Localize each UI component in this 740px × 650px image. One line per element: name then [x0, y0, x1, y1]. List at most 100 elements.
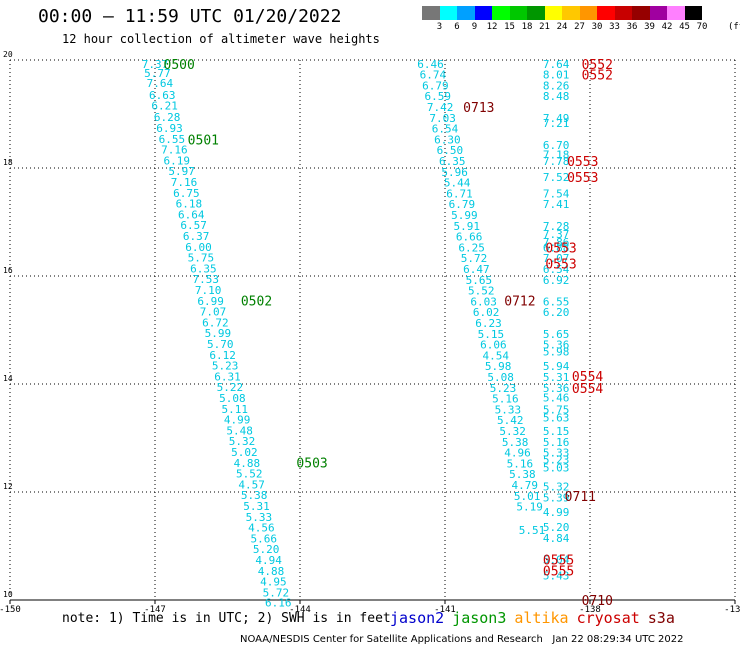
color-scale-label: 12 — [486, 22, 498, 32]
wave-height-label: 4.84 — [543, 532, 570, 545]
wave-height-label: 5.70 — [207, 338, 234, 351]
wave-height-label: 7.49 — [543, 112, 570, 125]
wave-height-label: 6.47 — [463, 263, 490, 276]
note-text: note: 1) Time is in UTC; 2) SWH is in fe… — [62, 611, 391, 626]
color-scale-label: 39 — [644, 22, 655, 32]
y-tick-label: 18 — [3, 158, 13, 167]
wave-height-label: 4.99 — [224, 414, 251, 427]
color-scale-label: 9 — [471, 22, 478, 32]
wave-height-label: 7.64 — [543, 58, 570, 71]
wave-height-label: 5.36 — [543, 339, 570, 352]
wave-height-label: 4.54 — [483, 349, 510, 362]
color-scale-label: 33 — [609, 22, 620, 32]
wave-height-label: 6.79 — [422, 79, 449, 92]
color-swatch — [614, 6, 632, 20]
wave-height-label: 6.02 — [473, 306, 500, 319]
wave-height-label: 7.07 — [543, 252, 570, 265]
wave-height-label: 5.20 — [253, 543, 280, 556]
color-swatch — [562, 6, 580, 20]
wave-height-label: 6.57 — [180, 219, 207, 232]
y-tick-label: 10 — [3, 590, 13, 599]
y-tick-label: 16 — [3, 266, 13, 275]
wave-height-label: 5.75 — [543, 403, 570, 416]
wave-height-label: 5.97 — [168, 165, 195, 178]
wave-height-label: 5.16 — [543, 436, 570, 449]
wave-height-label: 6.35 — [439, 155, 466, 168]
wave-height-label: 8.26 — [543, 79, 570, 92]
wave-height-label: 7.16 — [161, 144, 188, 157]
color-scale-label: 30 — [591, 22, 603, 32]
satellite-legend: jason2 jason3 altika cryosat s3a — [390, 609, 683, 627]
wave-height-label: 5.96 — [441, 166, 468, 179]
wave-height-label: 6.21 — [151, 99, 178, 112]
color-swatch — [422, 6, 440, 20]
wave-height-label: 5.22 — [217, 381, 244, 394]
pass-time-label: 0711 — [565, 490, 596, 505]
pass-time-label: 0552 — [582, 58, 613, 73]
wave-height-label: 8.48 — [543, 90, 570, 103]
wave-height-label: 5.65 — [466, 274, 493, 287]
wave-height-label: 6.93 — [156, 122, 183, 135]
wave-height-label: 5.42 — [497, 414, 524, 427]
wave-height-label: 7.54 — [543, 187, 570, 200]
pass-time-label: 0555 — [543, 564, 574, 579]
wave-height-label: 6.54 — [432, 123, 459, 136]
wave-height-label: 5.03 — [543, 462, 570, 475]
wave-height-label: 5.98 — [543, 346, 570, 359]
color-swatch — [439, 6, 457, 20]
wave-height-label: 5.15 — [543, 425, 570, 438]
color-scale-label: 15 — [504, 22, 515, 32]
color-scale-label: 18 — [521, 22, 533, 32]
wave-height-label: 4.79 — [512, 479, 539, 492]
wave-height-label: 5.32 — [499, 425, 526, 438]
wave-height-label: 4.96 — [504, 447, 531, 460]
pass-time-label: 0553 — [545, 258, 576, 273]
wave-height-label: 6.19 — [164, 154, 191, 167]
wave-height-label: 7.53 — [193, 273, 220, 286]
wave-height-label: 5.16 — [492, 393, 519, 406]
wave-height-label: 5.51 — [519, 524, 546, 537]
wave-height-label: 5.32 — [229, 435, 256, 448]
color-swatch — [544, 6, 562, 20]
wave-height-label: 5.38 — [509, 468, 536, 481]
legend-item-jason2: jason2 — [390, 609, 445, 627]
wave-height-label: 6.72 — [202, 316, 229, 329]
wave-height-label: 6.25 — [458, 241, 485, 254]
legend-item-jason3: jason3 — [452, 609, 507, 627]
chart-subtitle: 12 hour collection of altimeter wave hei… — [62, 32, 380, 46]
wave-height-label: 5.31 — [543, 371, 570, 384]
wave-height-label: 7.64 — [147, 77, 174, 90]
pass-time-label: 0502 — [241, 294, 272, 309]
wave-height-label: 5.08 — [487, 371, 514, 384]
pass-time-label: 0553 — [567, 155, 598, 170]
wave-height-label: 5.31 — [243, 500, 270, 513]
wave-height-label: 5.32 — [543, 481, 570, 494]
color-swatch — [579, 6, 597, 20]
pass-time-label: 0710 — [582, 594, 613, 609]
y-tick-label: 12 — [3, 482, 13, 491]
color-swatch — [667, 6, 685, 20]
wave-height-label: 5.52 — [468, 285, 495, 298]
pass-time-label: 0555 — [543, 554, 574, 569]
wave-height-label: 5.23 — [212, 360, 239, 373]
wave-height-label: 7.10 — [195, 284, 222, 297]
pass-time-label: 0713 — [463, 101, 494, 116]
pass-time-label: 0554 — [572, 382, 603, 397]
wave-height-label: 5.15 — [478, 328, 505, 341]
wave-height-label: 6.54 — [543, 263, 570, 276]
wave-height-label: 4.56 — [248, 522, 275, 535]
wave-height-label: 4.95 — [260, 576, 287, 589]
pass-time-label: 0552 — [582, 69, 613, 84]
wave-height-label: 5.48 — [226, 424, 253, 437]
color-scale-label: 3 — [436, 22, 443, 32]
wave-height-label: 5.94 — [543, 360, 570, 373]
wave-height-label: 7.07 — [200, 306, 227, 319]
color-scale-label: 45 — [679, 22, 690, 32]
color-swatch — [649, 6, 667, 20]
wave-height-label: 5.75 — [188, 252, 215, 265]
wave-height-label: 5.04 — [543, 554, 570, 567]
y-tick-label: 14 — [3, 374, 13, 383]
x-tick-label: -147 — [144, 605, 166, 615]
wave-height-label: 5.38 — [241, 489, 268, 502]
